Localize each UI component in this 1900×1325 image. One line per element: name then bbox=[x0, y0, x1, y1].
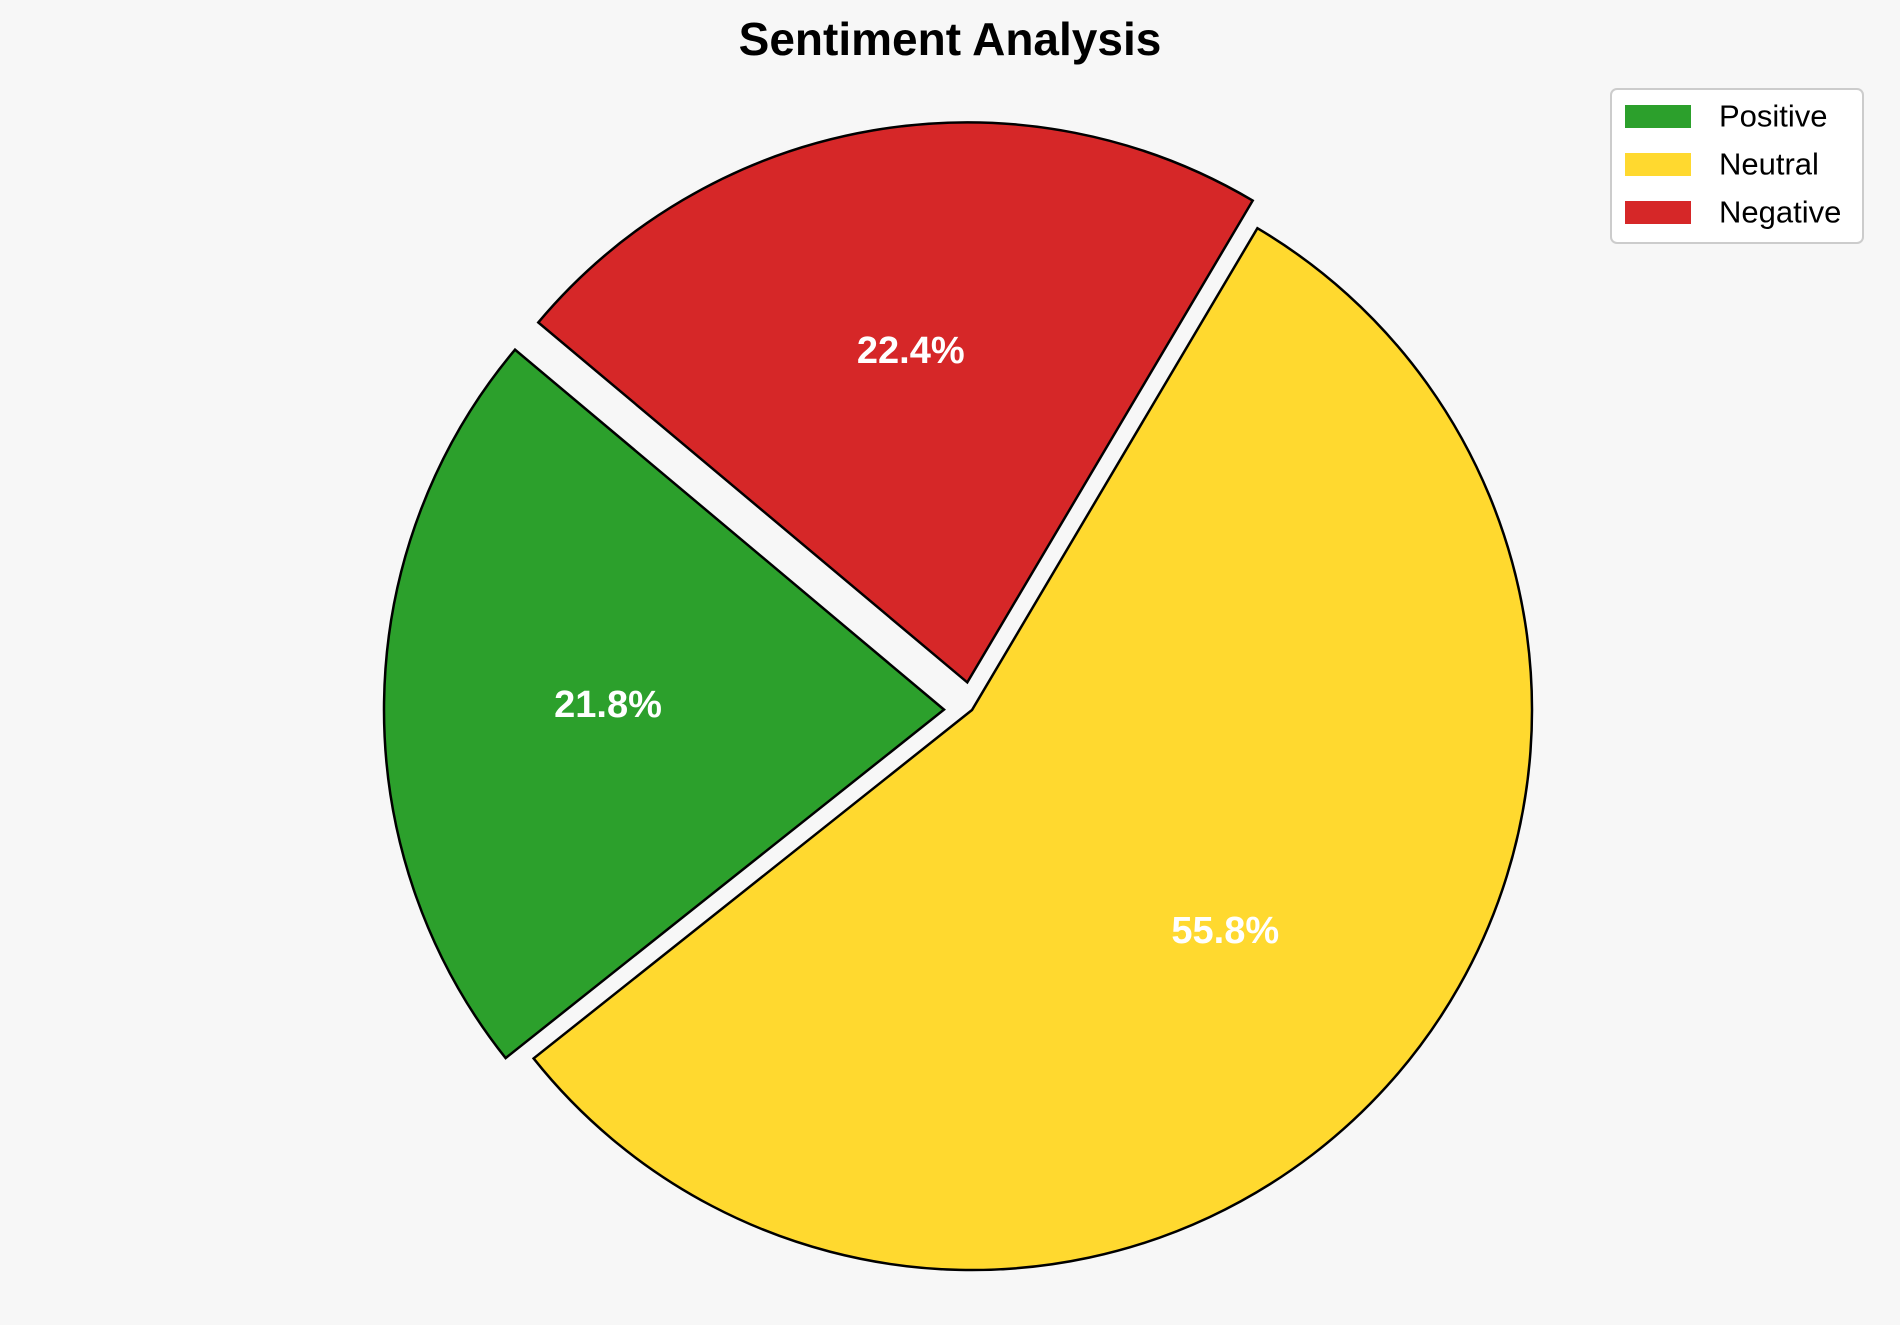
pie-slice-neutral bbox=[531, 226, 1534, 1272]
legend-swatch-negative bbox=[1625, 201, 1691, 224]
legend: Positive Neutral Negative bbox=[1610, 88, 1864, 244]
legend-swatch-neutral bbox=[1625, 153, 1691, 176]
legend-swatch-positive bbox=[1625, 105, 1691, 128]
pie-slice-positive bbox=[382, 347, 946, 1060]
legend-label-negative: Negative bbox=[1719, 195, 1841, 230]
pie-label-positive: 21.8% bbox=[554, 684, 662, 726]
chart-title: Sentiment Analysis bbox=[739, 13, 1162, 65]
legend-label-neutral: Neutral bbox=[1719, 147, 1819, 182]
legend-label-positive: Positive bbox=[1719, 99, 1828, 134]
pie-label-negative: 22.4% bbox=[857, 330, 965, 372]
pie-percent-labels: 21.8% 55.8% 22.4% bbox=[554, 330, 1279, 952]
pie-label-neutral: 55.8% bbox=[1171, 910, 1279, 952]
pie-slices bbox=[382, 121, 1534, 1272]
pie-slice-negative bbox=[536, 121, 1255, 685]
